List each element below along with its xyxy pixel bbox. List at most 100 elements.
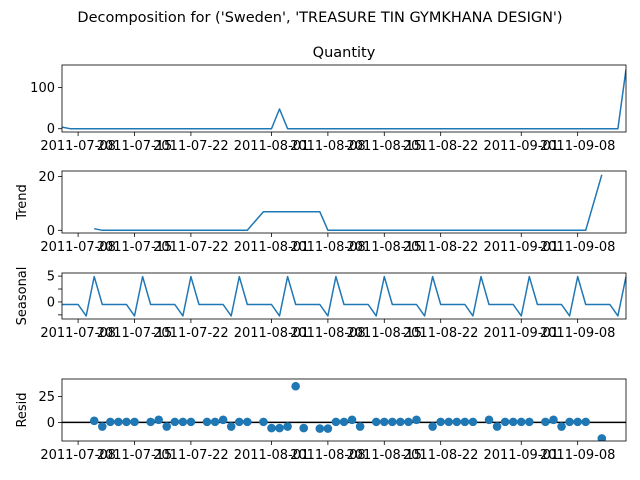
resid-point: [452, 417, 462, 427]
resid-point: [404, 417, 413, 427]
trend-xtick-label: 2011-07-08: [40, 240, 116, 255]
seasonal-xtick-label: 2011-08-08: [290, 326, 366, 341]
trend-xtick-label: 2011-08-22: [403, 240, 479, 255]
seasonal-ytick-label: 5: [47, 270, 55, 285]
quantity-xtick-label: 2011-08-22: [403, 139, 479, 154]
resid-point: [444, 417, 454, 427]
resid-point: [202, 417, 212, 427]
resid-point: [130, 417, 139, 427]
seasonal-axes-frame: [61, 272, 627, 320]
resid-point: [508, 417, 518, 427]
quantity-title: Quantity: [313, 45, 376, 61]
trend-ytick-label: 0: [47, 224, 55, 239]
resid-axes-frame: [61, 378, 627, 442]
resid-point: [97, 422, 107, 431]
resid-xtick-label: 2011-09-08: [540, 448, 616, 463]
resid-point: [581, 417, 591, 427]
resid-point: [436, 417, 445, 427]
resid-point: [557, 422, 566, 431]
resid-xtick-label: 2011-08-22: [403, 448, 479, 463]
resid-point: [259, 417, 268, 427]
resid-ytick-label: 0: [47, 416, 55, 431]
resid-point: [460, 417, 470, 427]
resid-point: [492, 422, 502, 431]
resid-point: [234, 417, 244, 427]
quantity-ytick-label: 100: [30, 81, 55, 96]
resid-ylabel: Resid: [15, 392, 30, 427]
resid-point: [146, 417, 155, 427]
seasonal-xtick-label: 2011-07-22: [153, 326, 229, 341]
trend-xtick-label: 2011-08-08: [290, 240, 366, 255]
quantity-xtick-label: 2011-09-08: [540, 139, 616, 154]
resid-point: [89, 416, 99, 426]
resid-point: [275, 423, 284, 433]
trend-series-line: [94, 174, 603, 232]
resid-point: [243, 417, 252, 427]
resid-point: [218, 415, 228, 425]
quantity-xtick-label: 2011-08-15: [347, 139, 423, 154]
resid-point: [299, 423, 309, 433]
resid-point: [210, 417, 220, 427]
quantity-series-line: [62, 69, 626, 130]
seasonal-xtick-label: 2011-07-15: [97, 326, 173, 341]
resid-point: [355, 422, 365, 431]
seasonal-xtick-label: 2011-09-08: [540, 326, 616, 341]
trend-xtick-label: 2011-09-01: [483, 240, 559, 255]
seasonal-xtick-label: 2011-08-22: [403, 326, 479, 341]
resid-point: [106, 417, 115, 427]
quantity-ytick-label: 0: [47, 122, 55, 137]
seasonal-series-line: [62, 275, 626, 317]
resid-xtick-label: 2011-09-01: [483, 448, 559, 463]
figure-suptitle: Decomposition for ('Sweden', 'TREASURE T…: [77, 10, 562, 26]
resid-point: [315, 424, 325, 433]
resid-point: [597, 434, 607, 441]
resid-point: [525, 417, 534, 427]
resid-point: [323, 424, 333, 433]
resid-point: [500, 417, 510, 427]
resid-point: [178, 417, 188, 427]
seasonal-panel: Seasonal 0 5 2011-07-082011-07-152011-07-22…: [15, 267, 627, 341]
quantity-axes-frame: [61, 64, 627, 133]
resid-point: [347, 415, 357, 425]
seasonal-xtick-label: 2011-08-01: [234, 326, 310, 341]
trend-xtick-label: 2011-08-15: [347, 240, 423, 255]
quantity-xtick-label: 2011-08-01: [234, 139, 310, 154]
quantity-xtick-label: 2011-09-01: [483, 139, 559, 154]
resid-point: [283, 422, 292, 431]
resid-point: [226, 422, 236, 431]
quantity-xtick-label: 2011-07-22: [153, 139, 229, 154]
resid-point: [396, 417, 405, 427]
seasonal-xtick-label: 2011-07-08: [40, 326, 116, 341]
quantity-xtick-label: 2011-08-08: [290, 139, 366, 154]
resid-xtick-label: 2011-08-08: [290, 448, 366, 463]
resid-xtick-label: 2011-07-08: [40, 448, 116, 463]
resid-point: [371, 417, 381, 427]
resid-point: [516, 417, 526, 427]
quantity-xtick-label: 2011-07-08: [40, 139, 116, 154]
trend-xtick-label: 2011-08-01: [234, 240, 310, 255]
resid-point: [379, 417, 389, 427]
resid-point: [170, 417, 180, 427]
trend-xtick-label: 2011-07-22: [153, 240, 229, 255]
resid-point: [154, 415, 163, 425]
resid-point: [186, 417, 196, 427]
resid-xtick-label: 2011-08-01: [234, 448, 310, 463]
seasonal-ylabel: Seasonal: [15, 267, 30, 326]
resid-point: [339, 417, 349, 427]
resid-point: [541, 417, 550, 427]
resid-point: [122, 417, 131, 427]
trend-xtick-label: 2011-07-15: [97, 240, 173, 255]
resid-point: [388, 417, 397, 427]
resid-point: [468, 417, 478, 427]
resid-xtick-label: 2011-07-15: [97, 448, 173, 463]
resid-point: [565, 417, 574, 427]
trend-xtick-label: 2011-09-08: [540, 240, 616, 255]
trend-ylabel: Trend: [15, 184, 30, 221]
seasonal-xtick-label: 2011-09-01: [483, 326, 559, 341]
resid-point: [114, 417, 123, 427]
resid-point: [549, 415, 558, 425]
resid-point: [573, 417, 582, 427]
